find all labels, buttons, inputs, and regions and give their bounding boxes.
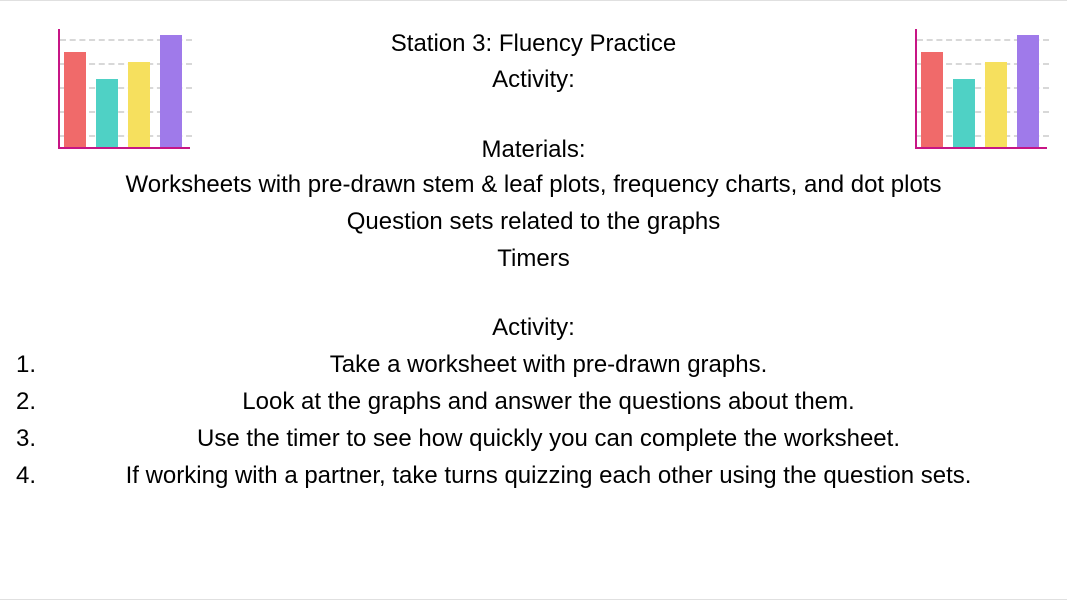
step-number: 1. [10, 346, 40, 383]
activity-section: Activity: 1. Take a worksheet with pre-d… [0, 314, 1067, 495]
bar-3 [985, 62, 1007, 147]
bar-1 [921, 52, 943, 147]
bar-4 [160, 35, 182, 147]
step-text: Take a worksheet with pre-drawn graphs. [40, 346, 1057, 383]
activity-step: 1. Take a worksheet with pre-drawn graph… [10, 346, 1057, 383]
step-text: Use the timer to see how quickly you can… [40, 420, 1057, 457]
material-item: Worksheets with pre-drawn stem & leaf pl… [0, 166, 1067, 203]
material-item: Question sets related to the graphs [0, 203, 1067, 240]
step-text: Look at the graphs and answer the questi… [40, 383, 1057, 420]
activity-step: 3. Use the timer to see how quickly you … [10, 420, 1057, 457]
activity-step: 4. If working with a partner, take turns… [10, 457, 1057, 494]
activity-label: Activity: [10, 314, 1057, 342]
bar-4 [1017, 35, 1039, 147]
material-item: Timers [0, 240, 1067, 277]
bar-chart-icon [909, 29, 1049, 149]
materials-section: Materials: Worksheets with pre-drawn ste… [0, 136, 1067, 278]
activity-step: 2. Look at the graphs and answer the que… [10, 383, 1057, 420]
bar-2 [953, 79, 975, 147]
step-number: 3. [10, 420, 40, 457]
header: Station 3: Fluency Practice Activity: [0, 1, 1067, 98]
bar-1 [64, 52, 86, 147]
chart-bars [921, 35, 1039, 147]
bar-2 [96, 79, 118, 147]
bar-3 [128, 62, 150, 147]
bar-chart-icon [52, 29, 192, 149]
step-number: 4. [10, 457, 40, 494]
step-number: 2. [10, 383, 40, 420]
chart-bars [64, 35, 182, 147]
step-text: If working with a partner, take turns qu… [40, 457, 1057, 494]
